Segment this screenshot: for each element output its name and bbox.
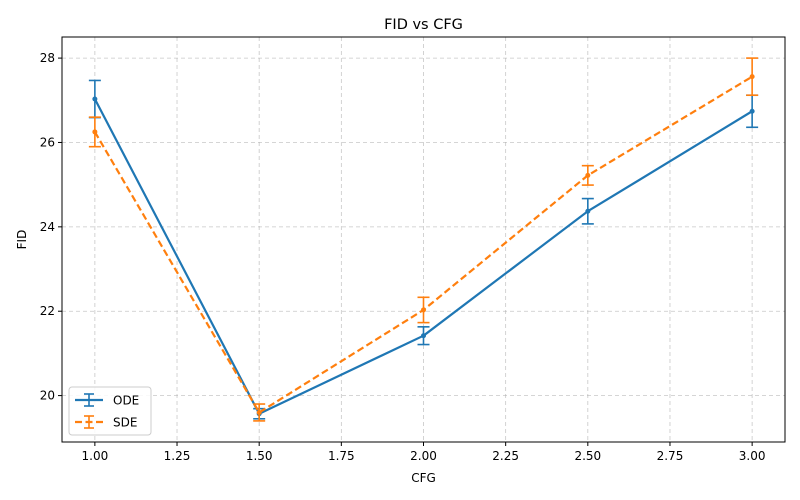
sde-point xyxy=(585,172,591,178)
legend-entry-sde: SDE xyxy=(75,415,137,430)
sde-point xyxy=(749,74,755,80)
legend: ODE SDE xyxy=(68,386,152,436)
x-tick-label: 1.50 xyxy=(246,449,273,463)
legend-label-sde: SDE xyxy=(113,416,137,430)
x-axis-label: CFG xyxy=(411,471,436,485)
chart-title: FID vs CFG xyxy=(384,17,463,33)
x-tick-label: 1.75 xyxy=(328,449,355,463)
x-tick-label: 1.25 xyxy=(164,449,191,463)
x-tick-label: 3.00 xyxy=(739,449,766,463)
sde-series xyxy=(88,57,759,422)
y-tick-label: 26 xyxy=(40,135,55,149)
x-tick-label: 1.00 xyxy=(82,449,109,463)
legend-entry-ode: ODE xyxy=(75,393,139,408)
y-tick-label: 24 xyxy=(40,220,55,234)
y-tick-label: 22 xyxy=(40,304,55,318)
y-tick-label: 20 xyxy=(40,389,55,403)
x-tick-label: 2.25 xyxy=(492,449,519,463)
ticks-layer: 1.00 1.25 1.50 1.75 2.00 2.25 2.50 2.75 3.00 20 22… xyxy=(40,51,766,463)
legend-label-ode: ODE xyxy=(113,394,139,408)
x-tick-label: 2.50 xyxy=(574,449,601,463)
sde-point xyxy=(256,409,262,415)
y-axis-label: FID xyxy=(15,230,29,250)
ode-point xyxy=(92,96,98,102)
series-layer xyxy=(88,57,759,422)
y-tick-label: 28 xyxy=(40,51,55,65)
ode-point xyxy=(421,333,426,339)
x-tick-label: 2.00 xyxy=(410,449,437,463)
sde-point xyxy=(421,307,426,313)
ode-point xyxy=(749,108,755,114)
x-tick-label: 2.75 xyxy=(657,449,684,463)
ode-point xyxy=(585,208,591,214)
sde-point xyxy=(92,129,98,135)
